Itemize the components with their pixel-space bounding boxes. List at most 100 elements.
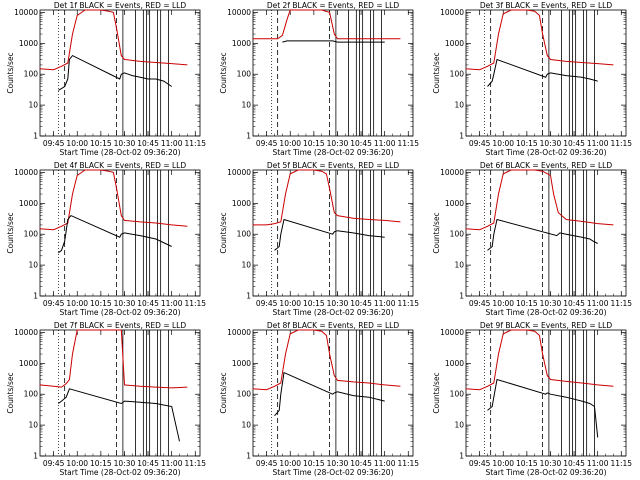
chart-title: Det 8f BLACK = Events, RED = LLD [267, 321, 400, 330]
x-tick-label: 10:00 [492, 459, 514, 468]
series-events [58, 214, 172, 254]
y-tick-label: 100 [450, 230, 465, 239]
y-tick-label: 10000 [440, 168, 464, 177]
series-events [58, 388, 180, 442]
x-tick-label: 11:15 [397, 299, 419, 308]
x-tick-label: 10:00 [66, 459, 88, 468]
y-tick-label: 10 [454, 421, 464, 430]
x-tick-label: 10:15 [90, 139, 112, 148]
x-tick-label: 11:00 [374, 139, 396, 148]
y-tick-label: 1000 [445, 359, 464, 368]
x-tick-label: 09:45 [43, 139, 65, 148]
plot-frame [252, 169, 414, 297]
x-axis-label: Start Time (28-Oct-02 09:36:20) [485, 468, 606, 477]
x-tick-label: 10:00 [492, 139, 514, 148]
y-tick-label: 10000 [227, 328, 251, 337]
y-tick-label: 10 [28, 101, 38, 110]
series-events [282, 40, 385, 43]
series-lld [252, 9, 401, 40]
detector-chart-1: Det 1f BLACK = Events, RED = LLD 1 10 100 10… [6, 1, 206, 157]
series-lld [465, 9, 614, 71]
x-tick-label: 09:45 [43, 459, 65, 468]
y-tick-label: 1 [246, 292, 251, 301]
detector-chart-9: Det 9f BLACK = Events, RED = LLD 1 10 100 10… [432, 321, 632, 477]
x-tick-label: 11:15 [397, 139, 419, 148]
plot-frame [39, 329, 201, 457]
x-tick-label: 10:30 [114, 299, 136, 308]
detector-chart-3: Det 3f BLACK = Events, RED = LLD 1 10 100 10… [432, 1, 632, 157]
y-tick-label: 10000 [14, 168, 38, 177]
x-tick-label: 11:00 [161, 139, 183, 148]
x-tick-label: 11:00 [161, 459, 183, 468]
x-tick-label: 11:00 [374, 459, 396, 468]
x-tick-label: 11:00 [587, 139, 609, 148]
y-tick-label: 1 [459, 452, 464, 461]
plot-frame [465, 329, 627, 457]
y-axis-label: Counts/sec [432, 212, 441, 253]
series-lld [252, 169, 401, 226]
x-tick-label: 10:30 [540, 139, 562, 148]
y-tick-label: 1000 [445, 199, 464, 208]
chart-title: Det 7f BLACK = Events, RED = LLD [54, 321, 187, 330]
y-axis-label: Counts/sec [219, 52, 228, 93]
x-tick-label: 09:45 [43, 299, 65, 308]
x-tick-label: 10:00 [66, 139, 88, 148]
x-tick-label: 10:45 [137, 139, 159, 148]
x-tick-label: 10:15 [303, 139, 325, 148]
plot-frame [465, 9, 627, 137]
y-tick-label: 10000 [227, 168, 251, 177]
y-tick-label: 10 [241, 261, 251, 270]
y-tick-label: 10000 [440, 328, 464, 337]
series-events [274, 371, 385, 417]
y-tick-label: 1000 [19, 359, 38, 368]
y-tick-label: 100 [237, 390, 252, 399]
y-axis-label: Counts/sec [219, 372, 228, 413]
chart-title: Det 2f BLACK = Events, RED = LLD [267, 1, 400, 10]
x-tick-label: 11:15 [610, 299, 632, 308]
y-tick-label: 1 [459, 292, 464, 301]
series-lld [465, 169, 614, 231]
x-tick-label: 10:15 [516, 299, 538, 308]
x-tick-label: 10:30 [327, 139, 349, 148]
detector-chart-7: Det 7f BLACK = Events, RED = LLD 1 10 100 10… [6, 321, 206, 477]
plot-frame [252, 9, 414, 137]
x-axis-label: Start Time (28-Oct-02 09:36:20) [59, 148, 180, 157]
detector-chart-4: Det 4f BLACK = Events, RED = LLD 1 10 100 10… [6, 161, 206, 317]
x-tick-label: 10:30 [327, 299, 349, 308]
x-tick-label: 10:45 [350, 299, 372, 308]
y-tick-label: 1 [246, 452, 251, 461]
y-tick-label: 1000 [445, 39, 464, 48]
detector-chart-5: Det 5f BLACK = Events, RED = LLD 1 10 100 10… [219, 161, 419, 317]
x-tick-label: 11:15 [184, 139, 206, 148]
x-tick-label: 09:45 [256, 139, 278, 148]
series-lld [39, 329, 188, 389]
y-axis-label: Counts/sec [219, 212, 228, 253]
x-tick-label: 11:15 [184, 299, 206, 308]
y-tick-label: 10 [241, 101, 251, 110]
y-axis-label: Counts/sec [6, 212, 15, 253]
x-tick-label: 10:45 [563, 299, 585, 308]
x-tick-label: 10:45 [137, 459, 159, 468]
x-tick-label: 10:15 [303, 299, 325, 308]
chart-title: Det 5f BLACK = Events, RED = LLD [267, 161, 400, 170]
y-tick-label: 1000 [232, 199, 251, 208]
y-tick-label: 10 [454, 101, 464, 110]
x-tick-label: 10:15 [516, 139, 538, 148]
y-tick-label: 1000 [232, 39, 251, 48]
y-axis-label: Counts/sec [432, 52, 441, 93]
y-tick-label: 10000 [440, 8, 464, 17]
detector-chart-6: Det 6f BLACK = Events, RED = LLD 1 10 100 10… [432, 161, 632, 317]
y-tick-label: 100 [450, 70, 465, 79]
y-tick-label: 1 [246, 132, 251, 141]
y-tick-label: 100 [24, 230, 39, 239]
x-axis-label: Start Time (28-Oct-02 09:36:20) [485, 148, 606, 157]
x-tick-label: 10:30 [540, 459, 562, 468]
x-tick-label: 10:15 [303, 459, 325, 468]
x-tick-label: 10:00 [492, 299, 514, 308]
y-tick-label: 1000 [19, 39, 38, 48]
y-axis-label: Counts/sec [432, 372, 441, 413]
x-axis-label: Start Time (28-Oct-02 09:36:20) [272, 468, 393, 477]
x-tick-label: 09:45 [469, 299, 491, 308]
y-tick-label: 10 [241, 421, 251, 430]
series-lld [252, 329, 401, 391]
